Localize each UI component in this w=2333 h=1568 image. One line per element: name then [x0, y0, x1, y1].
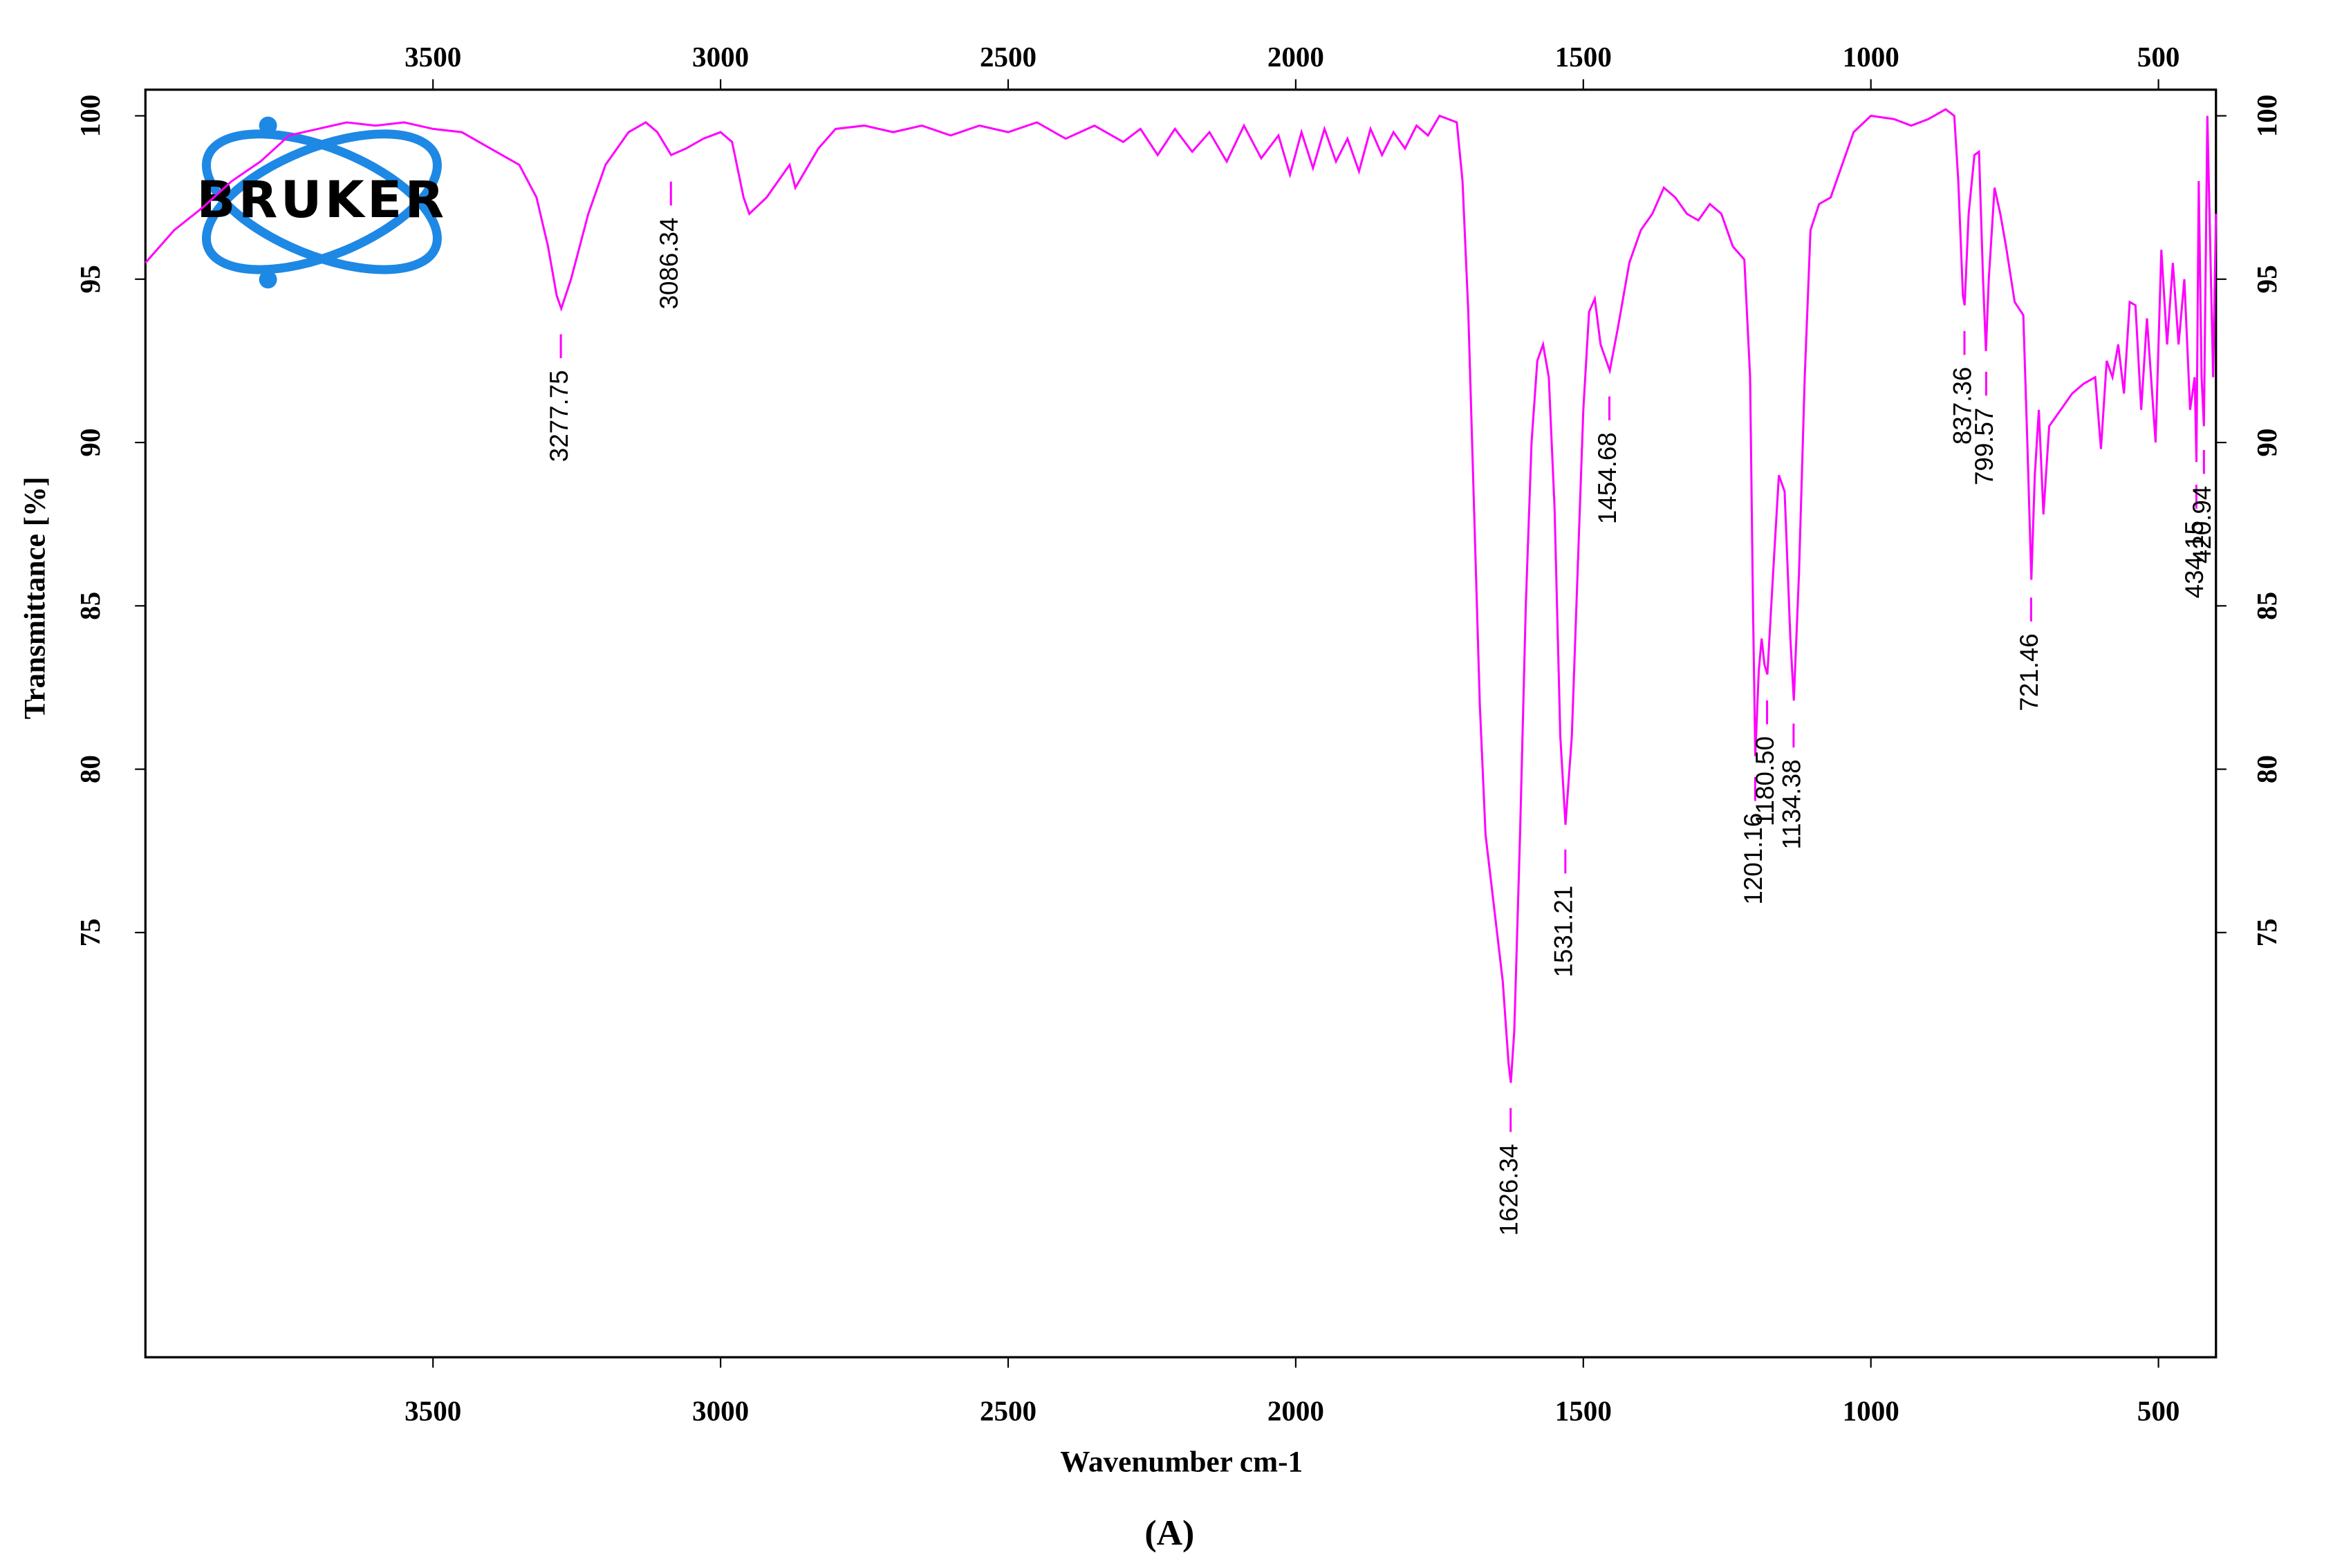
x-tick-label: 1000 [1843, 1395, 1899, 1427]
y-tick-label: 95 [74, 265, 106, 293]
peak-label: 1531.21 [1550, 886, 1578, 978]
x-tick-label-top: 1000 [1843, 41, 1899, 73]
logo: BRUKER [196, 116, 447, 289]
plot-frame [144, 88, 2218, 1359]
x-tick-label-top: 2000 [1267, 41, 1324, 73]
x-tick-label-top: 2500 [980, 41, 1037, 73]
peak-label: 434.15 [2180, 521, 2209, 598]
y-tick-label: 90 [74, 429, 106, 457]
x-axis-title: Wavenumber cm-1 [1060, 1446, 1303, 1479]
peak-label: 799.57 [1970, 408, 1998, 485]
y-tick-label: 75 [74, 918, 106, 946]
y-axis-title: Transmittance [%] [19, 476, 52, 719]
x-tick-label: 500 [2137, 1395, 2180, 1427]
peak-label: 3277.75 [545, 370, 573, 462]
logo-orbit [202, 129, 442, 274]
x-tick-label-top: 3500 [405, 41, 461, 73]
x-tick-label: 2000 [1267, 1395, 1324, 1427]
peak-label: 420.94 [2188, 486, 2216, 563]
peak-label: 721.46 [2015, 633, 2043, 711]
logo-dot [259, 270, 277, 289]
peak-label: 3086.34 [655, 218, 683, 310]
x-tick-label-top: 1500 [1555, 41, 1612, 73]
peak-label: 1180.50 [1751, 736, 1779, 826]
caption: (A) [1144, 1514, 1194, 1553]
y-tick-label-right: 90 [2251, 429, 2283, 457]
x-tick-label: 3000 [692, 1395, 749, 1427]
logo-text: BRUKER [196, 171, 447, 230]
y-tick-label: 80 [74, 755, 106, 783]
x-tick-label-top: 500 [2137, 41, 2180, 73]
peak-label: 1201.16 [1739, 813, 1767, 905]
peak-label: 1134.38 [1778, 759, 1806, 849]
x-tick-label: 2500 [980, 1395, 1037, 1427]
y-tick-label-right: 75 [2251, 918, 2283, 946]
y-tick-label-right: 95 [2251, 265, 2283, 293]
y-tick-label-right: 80 [2251, 755, 2283, 783]
logo-orbit [202, 129, 442, 274]
y-tick-label-right: 85 [2251, 592, 2283, 620]
peak-label: 1454.68 [1593, 432, 1621, 524]
x-tick-label: 3500 [405, 1395, 461, 1427]
peak-label: 1626.34 [1494, 1144, 1523, 1236]
y-tick-label-right: 100 [2251, 95, 2283, 138]
logo-dot [259, 116, 277, 135]
spectrum-line [145, 108, 2218, 1083]
y-tick-label: 85 [74, 592, 106, 620]
x-tick-label-top: 3000 [692, 41, 749, 73]
peak-label: 837.36 [1949, 367, 1977, 445]
x-tick-label: 1500 [1555, 1395, 1612, 1427]
y-tick-label: 100 [74, 95, 106, 138]
